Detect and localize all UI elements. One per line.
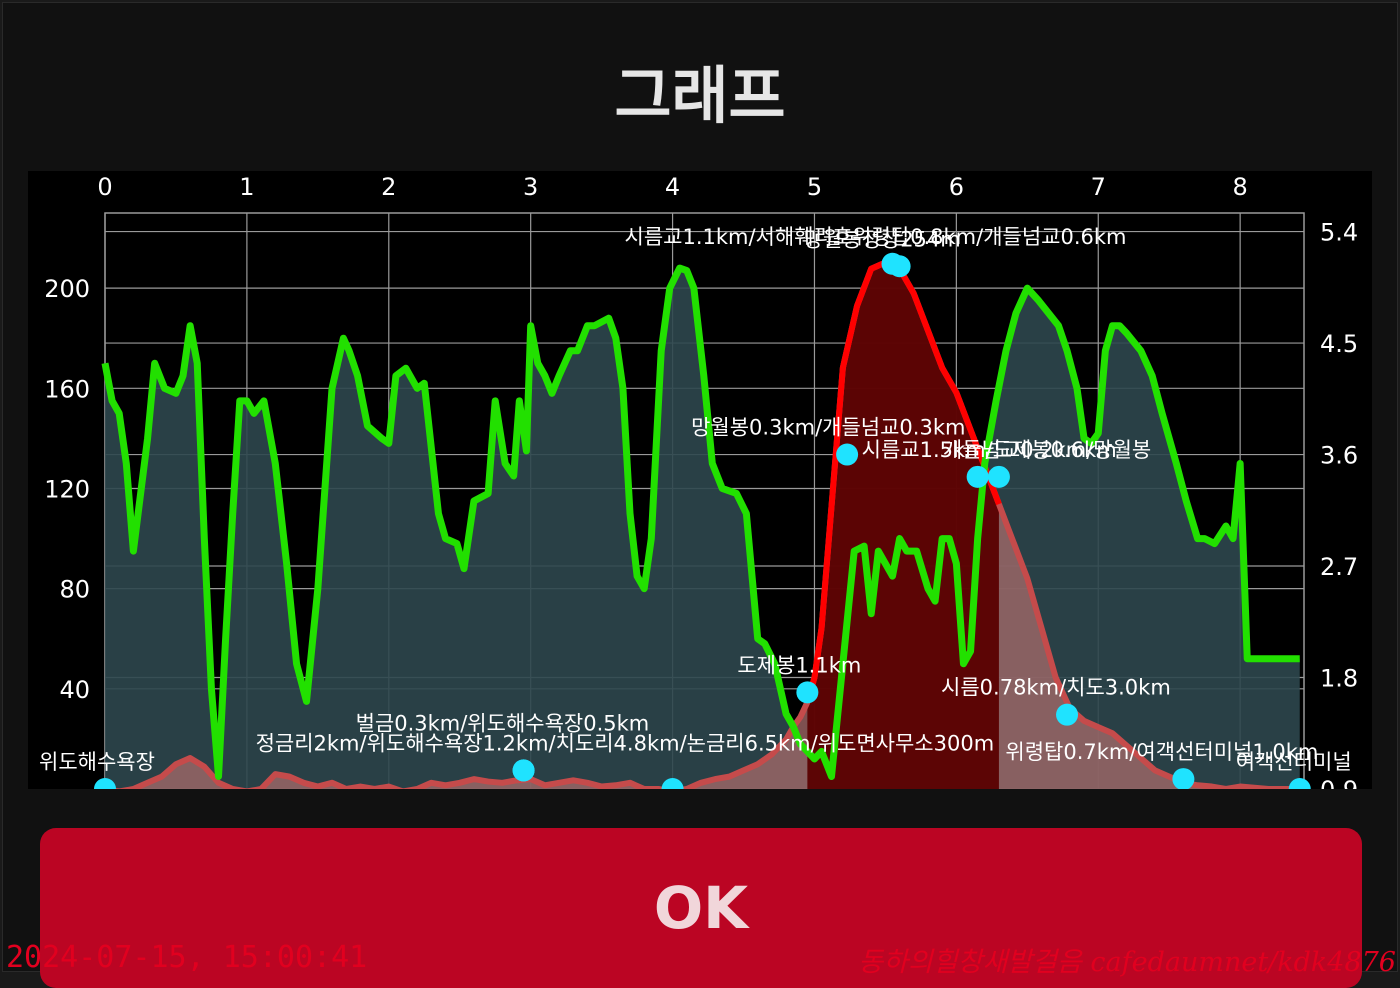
- speed-area: [105, 262, 1300, 789]
- speed-line: [105, 259, 1300, 789]
- y-right-tick-label: 2.7: [1320, 553, 1358, 581]
- chart-ticks: 0 1 2 3 4 5 6 7 8 200 160 120 80 40 5.4 4.5 3.6 2.7 1.8 0.9: [44, 173, 1358, 789]
- waypoint-marker: [966, 465, 989, 488]
- waypoint-marker: [1288, 778, 1311, 789]
- chart-series: [101, 259, 1300, 789]
- waypoint-marker: [94, 778, 116, 789]
- x-tick-label: 3: [523, 173, 538, 201]
- x-tick-label: 6: [949, 173, 964, 201]
- y-right-tick-label: 5.4: [1320, 219, 1358, 247]
- waypoint-marker: [1172, 768, 1195, 789]
- y-right-tick-label: 3.6: [1320, 442, 1358, 470]
- x-tick-label: 7: [1091, 173, 1106, 201]
- waypoint-marker: [661, 778, 684, 789]
- chart-waypoints: 위도해수욕장 정금리2km/위도해수욕장1.2km/치도리4.8km/논금리6.5…: [39, 225, 1352, 789]
- waypoint-label: 개들넘교0.2km/망월봉: [943, 438, 1151, 462]
- x-tick-label: 1: [239, 173, 254, 201]
- elevation-line: [101, 264, 1300, 780]
- waypoint-label: 여객선터미널: [1236, 750, 1352, 774]
- x-tick-label: 8: [1233, 173, 1248, 201]
- y-right-tick-label: 1.8: [1320, 665, 1358, 693]
- ok-button[interactable]: OK: [40, 828, 1362, 988]
- y-right-tick-label: 4.5: [1320, 330, 1358, 358]
- waypoint-marker: [796, 681, 819, 704]
- waypoint-label: 시름0.78km/치도3.0km: [941, 676, 1171, 700]
- x-tick-label: 5: [807, 173, 822, 201]
- timestamp-watermark: 2024-07-15, 15:00:41: [6, 940, 368, 975]
- waypoint-label: 망월봉정상254m: [804, 227, 961, 251]
- credit-watermark: 동하의힐창새발걸음 cafedaumnet/kdk4876: [858, 947, 1396, 978]
- x-tick-label: 4: [665, 173, 680, 201]
- y-left-tick-label: 200: [44, 275, 90, 303]
- y-left-tick-label: 80: [59, 576, 90, 604]
- x-tick-label: 0: [97, 173, 112, 201]
- waypoint-label: 시름교1.5km/도제봉0.6km: [862, 438, 1117, 462]
- waypoint-label: 정금리2km/위도해수욕장1.2km/치도리4.8km/논금리6.5km/위도면…: [256, 731, 995, 755]
- waypoint-marker: [512, 759, 535, 782]
- y-left-tick-label: 120: [44, 475, 90, 503]
- waypoint-marker: [1056, 703, 1079, 726]
- y-left-tick-label: 160: [44, 375, 90, 403]
- y-left-tick-label: 40: [59, 676, 90, 704]
- elevation-speed-chart: 0 1 2 3 4 5 6 7 8 200 160 120 80 40 5.4 4.5 3.6 2.7 1.8 0.9…: [28, 171, 1372, 789]
- dialog-title: 그래프: [614, 59, 786, 132]
- waypoint-label: 위도해수욕장: [39, 750, 155, 774]
- y-right-tick-label: 0.9: [1320, 776, 1358, 789]
- waypoint-marker: [888, 255, 911, 278]
- waypoint-label: 망월봉0.3km/개들넘교0.3km: [691, 416, 965, 440]
- waypoint-label: 시름교1.1km/서해훼리호위령탑0.8km/개들넘교0.6km: [625, 225, 1127, 249]
- waypoint-label: 벌금0.3km/위도해수욕장0.5km: [356, 711, 650, 735]
- speed-area-highlight: [807, 262, 999, 789]
- waypoint-marker: [836, 443, 859, 466]
- waypoint-marker: [987, 465, 1010, 488]
- x-tick-label: 2: [381, 173, 396, 201]
- waypoint-label: 위령탑0.7km/여객선터미널1.0km: [1005, 740, 1318, 764]
- waypoint-label: 도제봉1.1km: [737, 653, 861, 677]
